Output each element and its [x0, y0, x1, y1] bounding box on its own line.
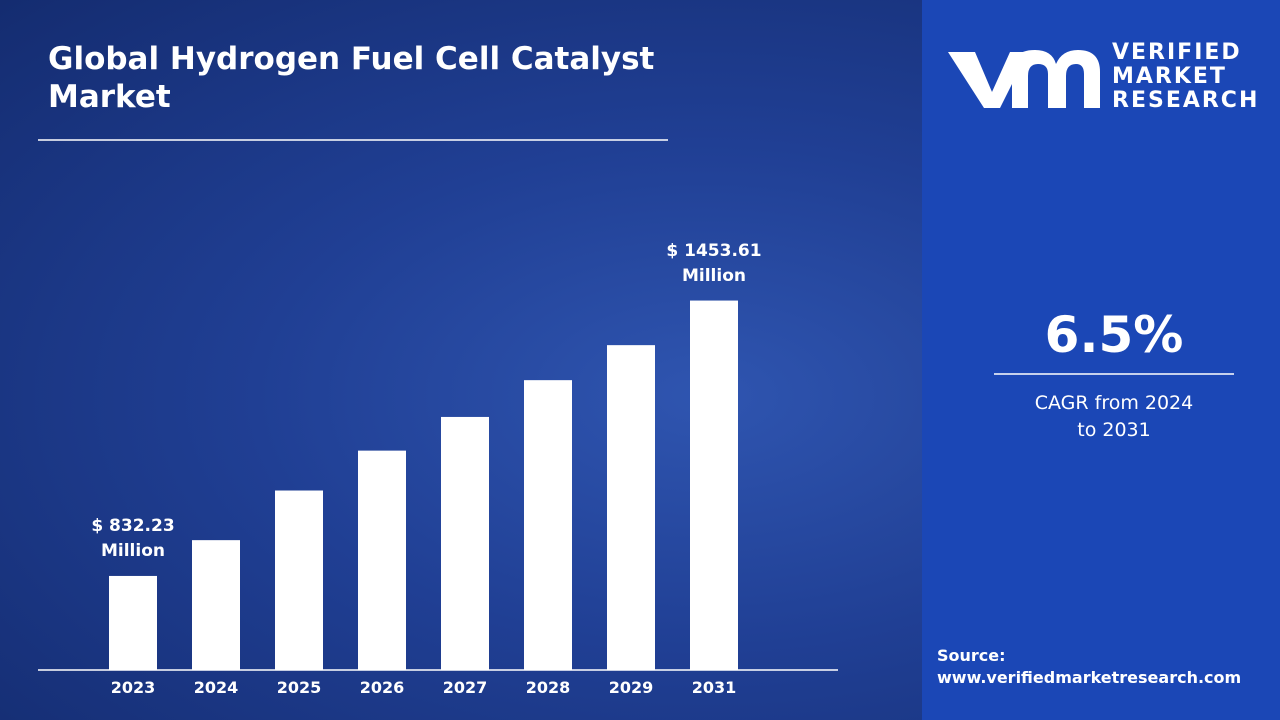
side-panel [922, 0, 1280, 720]
x-tick-label: 2028 [526, 678, 571, 697]
x-tick-label: 2023 [111, 678, 156, 697]
logo-text: VERIFIED [1112, 40, 1242, 65]
x-tick-label: 2026 [360, 678, 405, 697]
bar [441, 416, 489, 670]
bar [275, 490, 323, 670]
logo-text: RESEARCH [1112, 88, 1260, 113]
chart-title: Global Hydrogen Fuel Cell Catalyst Marke… [48, 41, 655, 115]
x-tick-label: 2031 [692, 678, 737, 697]
logo-m [1012, 50, 1100, 108]
x-tick-label: 2027 [443, 678, 488, 697]
bar [690, 300, 738, 670]
cagr-label: CAGR from 2024 to 2031 [1034, 392, 1194, 441]
bar [358, 450, 406, 670]
value-label: $ 832.23 Million [91, 515, 175, 561]
logo-text: MARKET [1112, 64, 1227, 89]
bar [192, 540, 240, 670]
x-tick-label: 2024 [194, 678, 239, 697]
source-label: Source: [937, 646, 1006, 665]
bar [109, 575, 157, 670]
logo-v [948, 52, 1028, 108]
bar [524, 380, 572, 670]
source-url: www.verifiedmarketresearch.com [937, 668, 1242, 687]
bar [607, 345, 655, 670]
x-tick-label: 2025 [277, 678, 322, 697]
cagr-value: 6.5% [1044, 306, 1184, 364]
x-tick-label: 2029 [609, 678, 654, 697]
value-label: $ 1453.61 Million [666, 240, 762, 286]
